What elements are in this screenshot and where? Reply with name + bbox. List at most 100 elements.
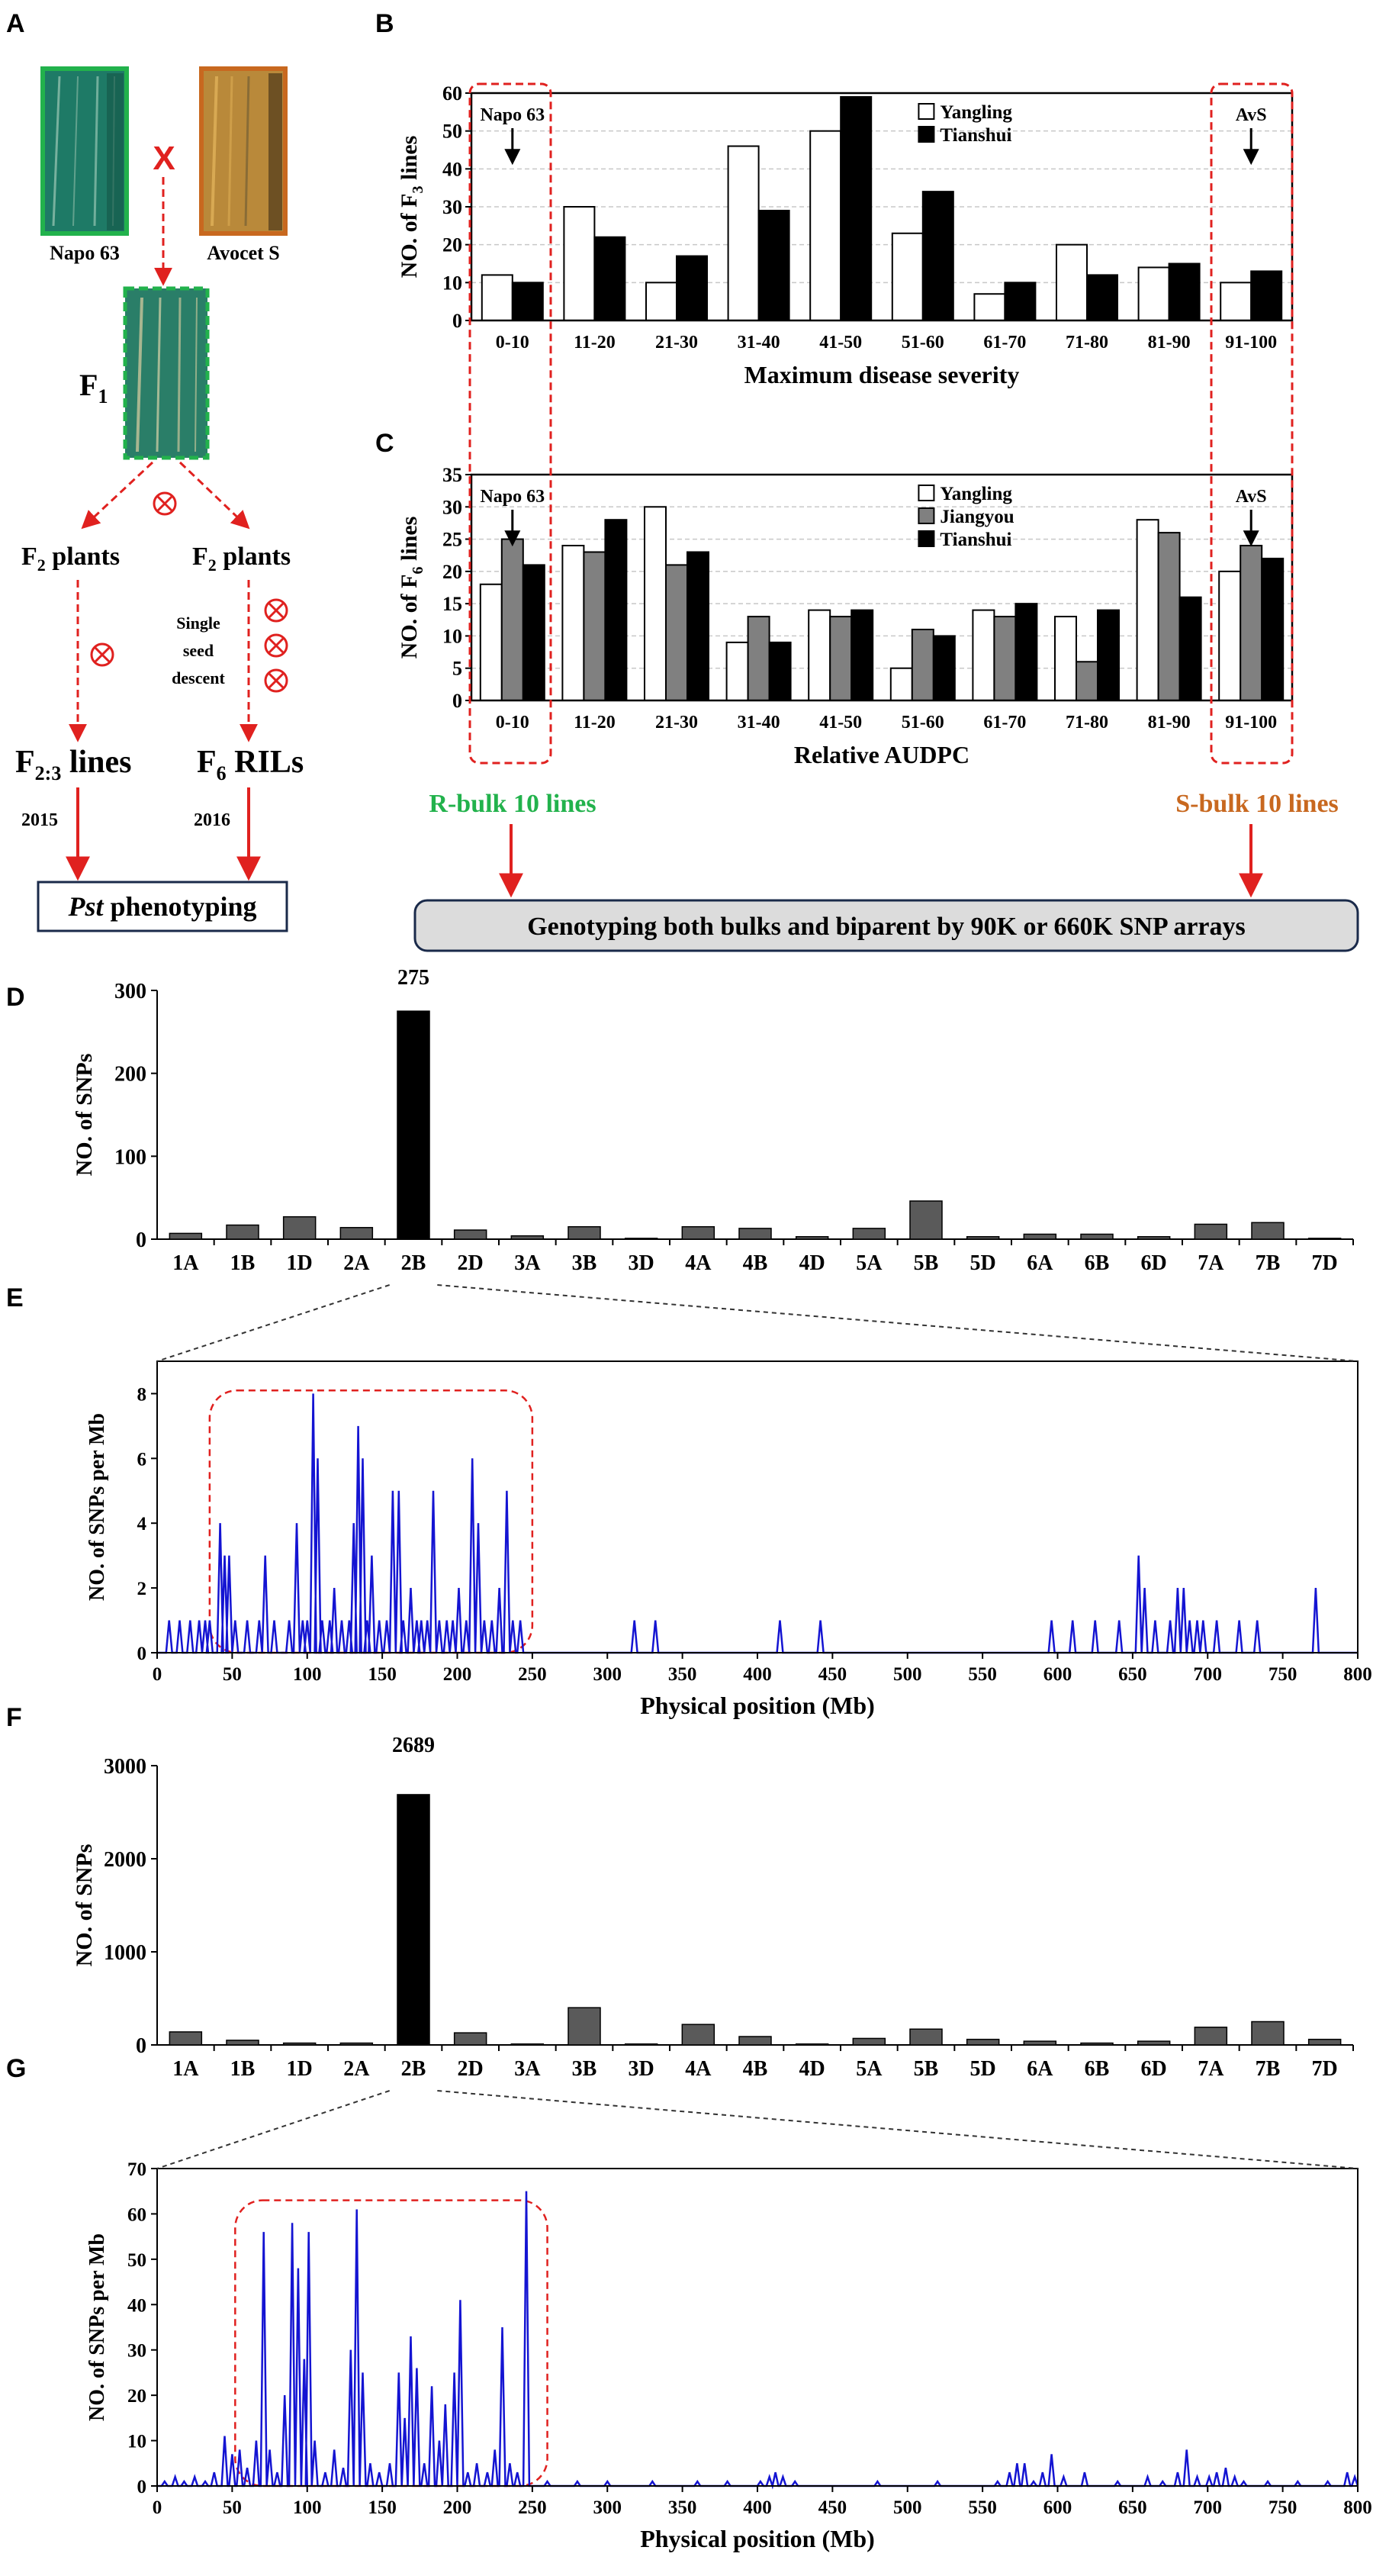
f2-right-label: F2 plants <box>192 543 291 575</box>
bar <box>1023 2040 1057 2046</box>
bar <box>624 1238 658 1240</box>
bar <box>850 609 874 701</box>
y-tick-label: 60 <box>442 82 462 105</box>
x-tick-label: 2B <box>401 2057 426 2081</box>
bar <box>169 2031 203 2046</box>
self-cross-icon <box>90 642 114 667</box>
bar <box>966 2038 1000 2046</box>
legend-label: Yangling <box>940 484 1012 504</box>
f2-left-label: F2 plants <box>21 543 120 575</box>
x-tick-label: 250 <box>518 1664 547 1685</box>
y-axis-label-sub: 3 <box>410 186 426 194</box>
x-tick-label: 7A <box>1198 2057 1224 2081</box>
x-tick-label: 150 <box>368 1664 397 1685</box>
y-tick-label: 200 <box>114 1063 146 1087</box>
x-tick-label: 7B <box>1256 2057 1281 2081</box>
year-2015: 2015 <box>21 810 58 830</box>
y-tick-label: 1000 <box>104 1941 146 1965</box>
bar <box>1137 266 1170 322</box>
x-tick-label: 600 <box>1043 1664 1072 1685</box>
y-tick-label: 40 <box>127 2295 146 2316</box>
y-tick-label: 0 <box>452 690 462 712</box>
x-tick-label: 6D <box>1141 1251 1167 1275</box>
bar <box>479 583 503 701</box>
x-axis-label: Physical position (Mb) <box>640 2525 875 2552</box>
x-tick-label: 4D <box>799 2057 825 2081</box>
bar <box>1056 243 1088 321</box>
legend-swatch <box>918 530 935 547</box>
x-tick-label: 1B <box>230 1251 256 1275</box>
x-tick-label: 450 <box>818 2497 847 2518</box>
bar <box>1137 2040 1171 2046</box>
bar <box>725 641 749 702</box>
x-tick-label: 550 <box>968 1664 997 1685</box>
ssd-line-3: descent <box>172 668 225 687</box>
x-tick-label: 2A <box>343 2057 370 2081</box>
bar <box>911 628 934 702</box>
y-axis-label-rest: lines <box>397 136 422 186</box>
bar <box>481 274 513 321</box>
bar <box>169 1232 203 1240</box>
bar <box>795 2043 829 2046</box>
bar <box>453 1229 487 1240</box>
napo63-leaf-image <box>40 66 129 236</box>
y-tick-label: 15 <box>442 593 462 615</box>
bar <box>453 2032 487 2046</box>
bar <box>909 2028 943 2046</box>
bar <box>583 551 606 701</box>
x-tick-label: 11-20 <box>574 333 616 353</box>
x-tick-label: 650 <box>1118 1664 1147 1685</box>
bar <box>891 232 924 321</box>
bar <box>1194 1223 1228 1240</box>
panel-label-c: C <box>375 429 394 458</box>
f23-lines-label: F2:3 lines <box>15 745 132 784</box>
bar <box>921 191 954 321</box>
y-axis-label: NO. of SNPs per Mb <box>85 2233 109 2421</box>
x-tick-label: 300 <box>593 1664 622 1685</box>
year-2016: 2016 <box>194 810 230 830</box>
x-tick-label: 150 <box>368 2497 397 2518</box>
branch-right-arrow <box>178 461 250 530</box>
y-tick-label: 0 <box>137 2477 147 2497</box>
x-tick-label: 500 <box>893 1664 922 1685</box>
x-tick-label: 2D <box>458 2057 484 2081</box>
y-tick-label: 0 <box>137 1644 147 1664</box>
chart-d: 0 100 200 300 1A 1B 1D 2A 2B 275 2D 3A 3B 3D 4A 4B 4D 5A 5… <box>72 966 1354 1275</box>
bar <box>727 145 760 321</box>
x-tick-label: 250 <box>518 2497 547 2518</box>
x-tick-label: 91-100 <box>1225 713 1277 733</box>
y-tick-label: 0 <box>452 310 462 332</box>
self-cross-icon <box>264 598 288 623</box>
x-tick-label: 21-30 <box>655 713 698 733</box>
x-tick-label: 200 <box>443 1664 472 1685</box>
bar <box>809 130 842 321</box>
y-tick-label: 0 <box>136 1228 146 1252</box>
x-tick-label: 21-30 <box>655 333 698 353</box>
y-tick-label: 70 <box>127 2159 146 2180</box>
x-axis-label: Physical position (Mb) <box>640 1692 875 1719</box>
x-tick-label: 350 <box>668 2497 697 2518</box>
bar <box>972 609 995 701</box>
x-tick-label: 1D <box>287 1251 313 1275</box>
x-tick-label: 81-90 <box>1148 713 1191 733</box>
y-tick-label: 5 <box>452 658 462 680</box>
x-tick-label: 6A <box>1027 2057 1053 2081</box>
y-axis-label: NO. of F6 lines <box>397 517 426 659</box>
genotyping-box <box>413 899 1359 952</box>
bar <box>1076 661 1098 701</box>
x-tick-label: 31-40 <box>738 333 780 353</box>
zoom-connector-right <box>437 2090 1359 2169</box>
parent-annotation-label: Napo 63 <box>480 487 545 507</box>
bar <box>1261 557 1285 702</box>
bar <box>1137 1235 1171 1240</box>
zoom-connector-left <box>156 2090 390 2169</box>
x-tick-label: 550 <box>968 2497 997 2518</box>
highlight-value-label: 275 <box>397 966 429 990</box>
x-tick-label: 1A <box>172 2057 199 2081</box>
bar <box>339 1227 374 1240</box>
x-tick-label: 2D <box>458 1251 484 1275</box>
x-tick-label: 50 <box>223 2497 242 2518</box>
x-tick-label: 800 <box>1343 1664 1372 1685</box>
r-bulk-label: R-bulk 10 lines <box>429 790 596 818</box>
